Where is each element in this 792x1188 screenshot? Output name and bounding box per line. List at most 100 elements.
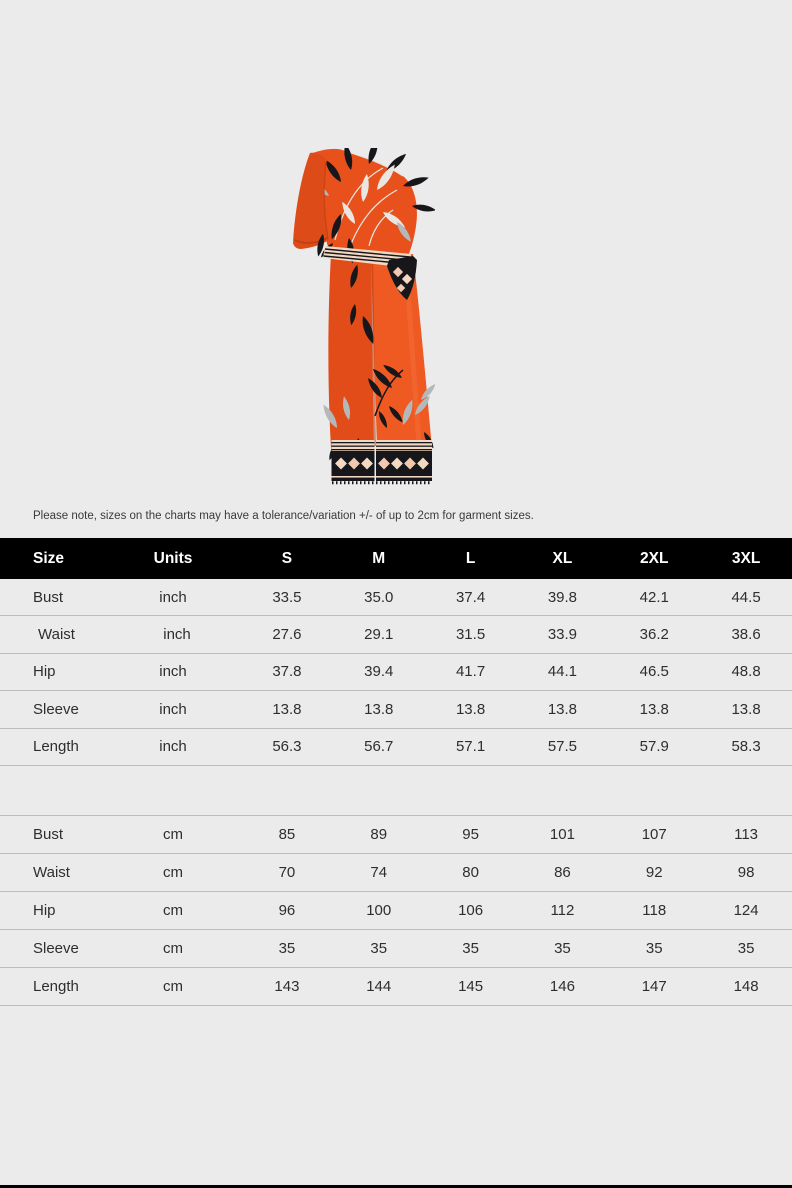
row-value: 58.3	[731, 738, 761, 756]
row-value: 13.8	[364, 700, 394, 718]
row-unit: inch	[159, 663, 187, 681]
row-value: 100	[366, 901, 392, 919]
table-row: Bust cm 85 89 95 101 107 113	[0, 816, 792, 854]
row-value: 37.8	[272, 663, 302, 681]
row-value: 46.5	[639, 663, 669, 681]
row-label: Bust	[33, 825, 64, 843]
top-garment	[293, 148, 435, 300]
row-label: Sleeve	[33, 700, 79, 718]
row-value: 101	[549, 825, 575, 843]
table-row: Sleeve cm 35 35 35 35 35 35	[0, 930, 792, 968]
table-row: Hip cm 96 100 106 112 118 124	[0, 892, 792, 930]
row-value: 39.8	[547, 588, 578, 606]
product-photo	[285, 148, 435, 488]
row-value: 44.1	[547, 663, 578, 681]
row-value: 36.2	[639, 626, 669, 644]
row-value: 41.7	[455, 663, 486, 681]
table-row: Hip inch 37.8 39.4 41.7 44.1 46.5 48.8	[0, 654, 792, 692]
row-unit: cm	[163, 825, 183, 843]
row-value: 56.3	[272, 738, 302, 756]
pants-garment	[320, 254, 435, 485]
col-header-3xl: 3XL	[731, 549, 761, 567]
table-body: Bust inch 33.5 35.0 37.4 39.8 42.1 44.5 Waist inc…	[0, 579, 792, 1006]
row-unit: inch	[159, 588, 187, 606]
row-value: 35	[645, 939, 663, 957]
row-label: Sleeve	[33, 939, 79, 957]
row-value: 13.8	[731, 700, 761, 718]
row-value: 13.8	[547, 700, 578, 718]
row-value: 42.1	[639, 588, 669, 606]
row-value: 38.6	[731, 626, 761, 644]
row-value: 80	[462, 863, 479, 881]
row-value: 148	[733, 977, 759, 995]
row-value: 106	[458, 901, 484, 919]
row-value: 147	[641, 977, 667, 995]
row-unit: inch	[159, 738, 187, 756]
row-unit: cm	[163, 939, 183, 957]
size-chart-table: Size Units S M L XL 2XL 3XL Bust inch 33.5…	[0, 538, 792, 1006]
col-header-l: L	[465, 549, 476, 567]
row-value: 113	[734, 825, 759, 843]
garment-illustration	[293, 148, 435, 485]
col-header-xl: XL	[552, 549, 573, 567]
row-value: 35	[462, 939, 479, 957]
row-value: 57.5	[547, 738, 578, 756]
row-value: 31.5	[455, 626, 486, 644]
row-value: 57.9	[639, 738, 669, 756]
row-unit: inch	[159, 700, 187, 718]
row-label: Hip	[33, 901, 56, 919]
col-header-2xl: 2XL	[640, 549, 669, 567]
row-value: 89	[370, 825, 388, 843]
row-value: 35.0	[364, 588, 394, 606]
row-value: 144	[366, 977, 392, 995]
row-unit: cm	[163, 901, 183, 919]
row-value: 27.6	[272, 626, 302, 644]
row-value: 86	[554, 863, 571, 881]
row-value: 37.4	[455, 588, 486, 606]
table-row: Waist cm 70 74 80 86 92 98	[0, 854, 792, 892]
table-row: Waist inch 27.6 29.1 31.5 33.9 36.2 38.6	[0, 616, 792, 654]
row-value: 74	[370, 863, 388, 881]
pants-hem-trim-left	[331, 440, 375, 485]
row-value: 124	[733, 901, 759, 919]
row-value: 145	[458, 977, 484, 995]
row-value: 107	[641, 825, 667, 843]
table-row: Sleeve inch 13.8 13.8 13.8 13.8 13.8 13.8	[0, 691, 792, 729]
row-label: Bust	[33, 588, 64, 606]
pants-hem-trim-right	[376, 440, 432, 485]
row-value: 118	[642, 901, 667, 919]
row-value: 35	[278, 939, 296, 957]
row-value: 39.4	[364, 663, 394, 681]
row-value: 33.5	[272, 588, 302, 606]
row-value: 112	[550, 901, 575, 919]
row-value: 56.7	[364, 738, 394, 756]
row-value: 13.8	[639, 700, 669, 718]
row-value: 70	[278, 863, 296, 881]
row-value: 29.1	[364, 626, 394, 644]
row-label: Length	[33, 738, 79, 756]
top-sleeve	[293, 152, 329, 258]
row-value: 146	[549, 977, 575, 995]
row-unit: cm	[163, 863, 183, 881]
bottom-divider-bar	[0, 1184, 792, 1188]
table-row: Length inch 56.3 56.7 57.1 57.5 57.9 58.3	[0, 729, 792, 766]
row-value: 48.8	[731, 663, 761, 681]
row-value: 96	[278, 901, 296, 919]
col-header-m: M	[372, 549, 386, 567]
row-label: Hip	[33, 663, 56, 681]
row-value: 95	[462, 825, 479, 843]
row-value: 35	[737, 939, 755, 957]
table-header-row: Size Units S M L XL 2XL 3XL	[0, 538, 792, 579]
row-value: 98	[737, 863, 755, 881]
row-value: 85	[278, 825, 296, 843]
pants-leaf-print	[320, 263, 435, 463]
tolerance-note: Please note, sizes on the charts may hav…	[33, 510, 534, 522]
row-value: 92	[645, 863, 663, 881]
row-label: Waist	[38, 626, 75, 644]
table-row: Length cm 143 144 145 146 147 148	[0, 968, 792, 1006]
col-header-size: Size	[33, 549, 65, 567]
col-header-s: S	[281, 549, 293, 567]
table-spacer-row	[0, 766, 792, 816]
row-value: 44.5	[731, 588, 761, 606]
